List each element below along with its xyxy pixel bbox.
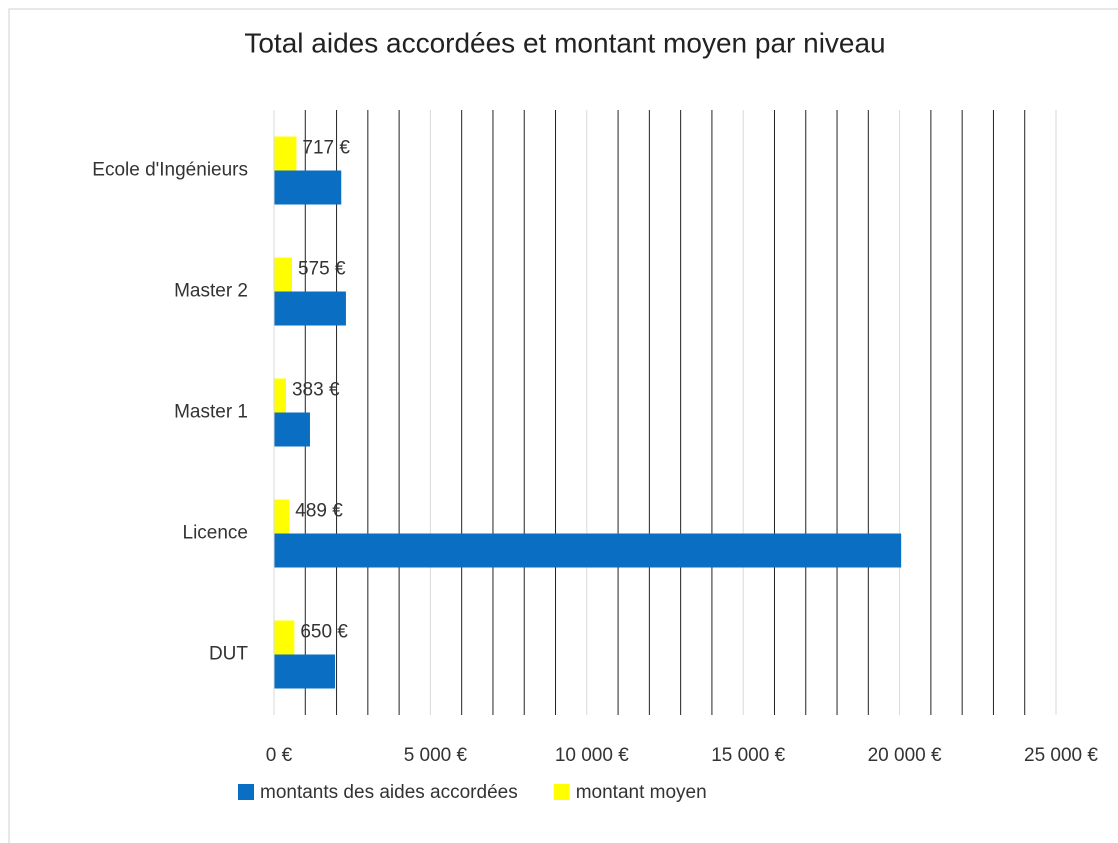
- x-tick-label: 5 000 €: [404, 745, 468, 766]
- bar: [274, 170, 342, 205]
- y-tick-label: Ecole d'Ingénieurs: [92, 160, 248, 181]
- x-tick-label: 0 €: [266, 745, 293, 766]
- x-tick-label: 20 000 €: [868, 745, 942, 766]
- legend-label: montants des aides accordées: [260, 782, 518, 803]
- data-label: 489 €: [295, 501, 343, 522]
- bar: [274, 499, 290, 534]
- y-tick-label: Licence: [183, 523, 249, 544]
- y-tick-label: DUT: [209, 644, 248, 665]
- x-tick-label: 15 000 €: [711, 745, 785, 766]
- y-tick-label: Master 1: [174, 402, 248, 423]
- chart-title: Total aides accordées et montant moyen p…: [244, 27, 885, 58]
- legend-swatch: [238, 784, 254, 800]
- y-tick-label: Master 2: [174, 281, 248, 302]
- bar: [274, 291, 346, 326]
- data-label: 383 €: [292, 380, 340, 401]
- bar: [274, 257, 292, 292]
- x-tick-label: 25 000 €: [1024, 745, 1098, 766]
- bar: [274, 654, 335, 689]
- bar: [274, 412, 310, 447]
- chart-border: [8, 8, 1118, 843]
- legend-label: montant moyen: [576, 782, 707, 803]
- data-label: 717 €: [302, 138, 350, 159]
- bar: [274, 620, 295, 655]
- bar: [274, 533, 902, 568]
- bar: [274, 136, 297, 171]
- data-label: 650 €: [300, 622, 348, 643]
- data-label: 575 €: [298, 259, 346, 280]
- x-tick-label: 10 000 €: [555, 745, 629, 766]
- legend-swatch: [553, 784, 570, 800]
- bar: [274, 378, 286, 413]
